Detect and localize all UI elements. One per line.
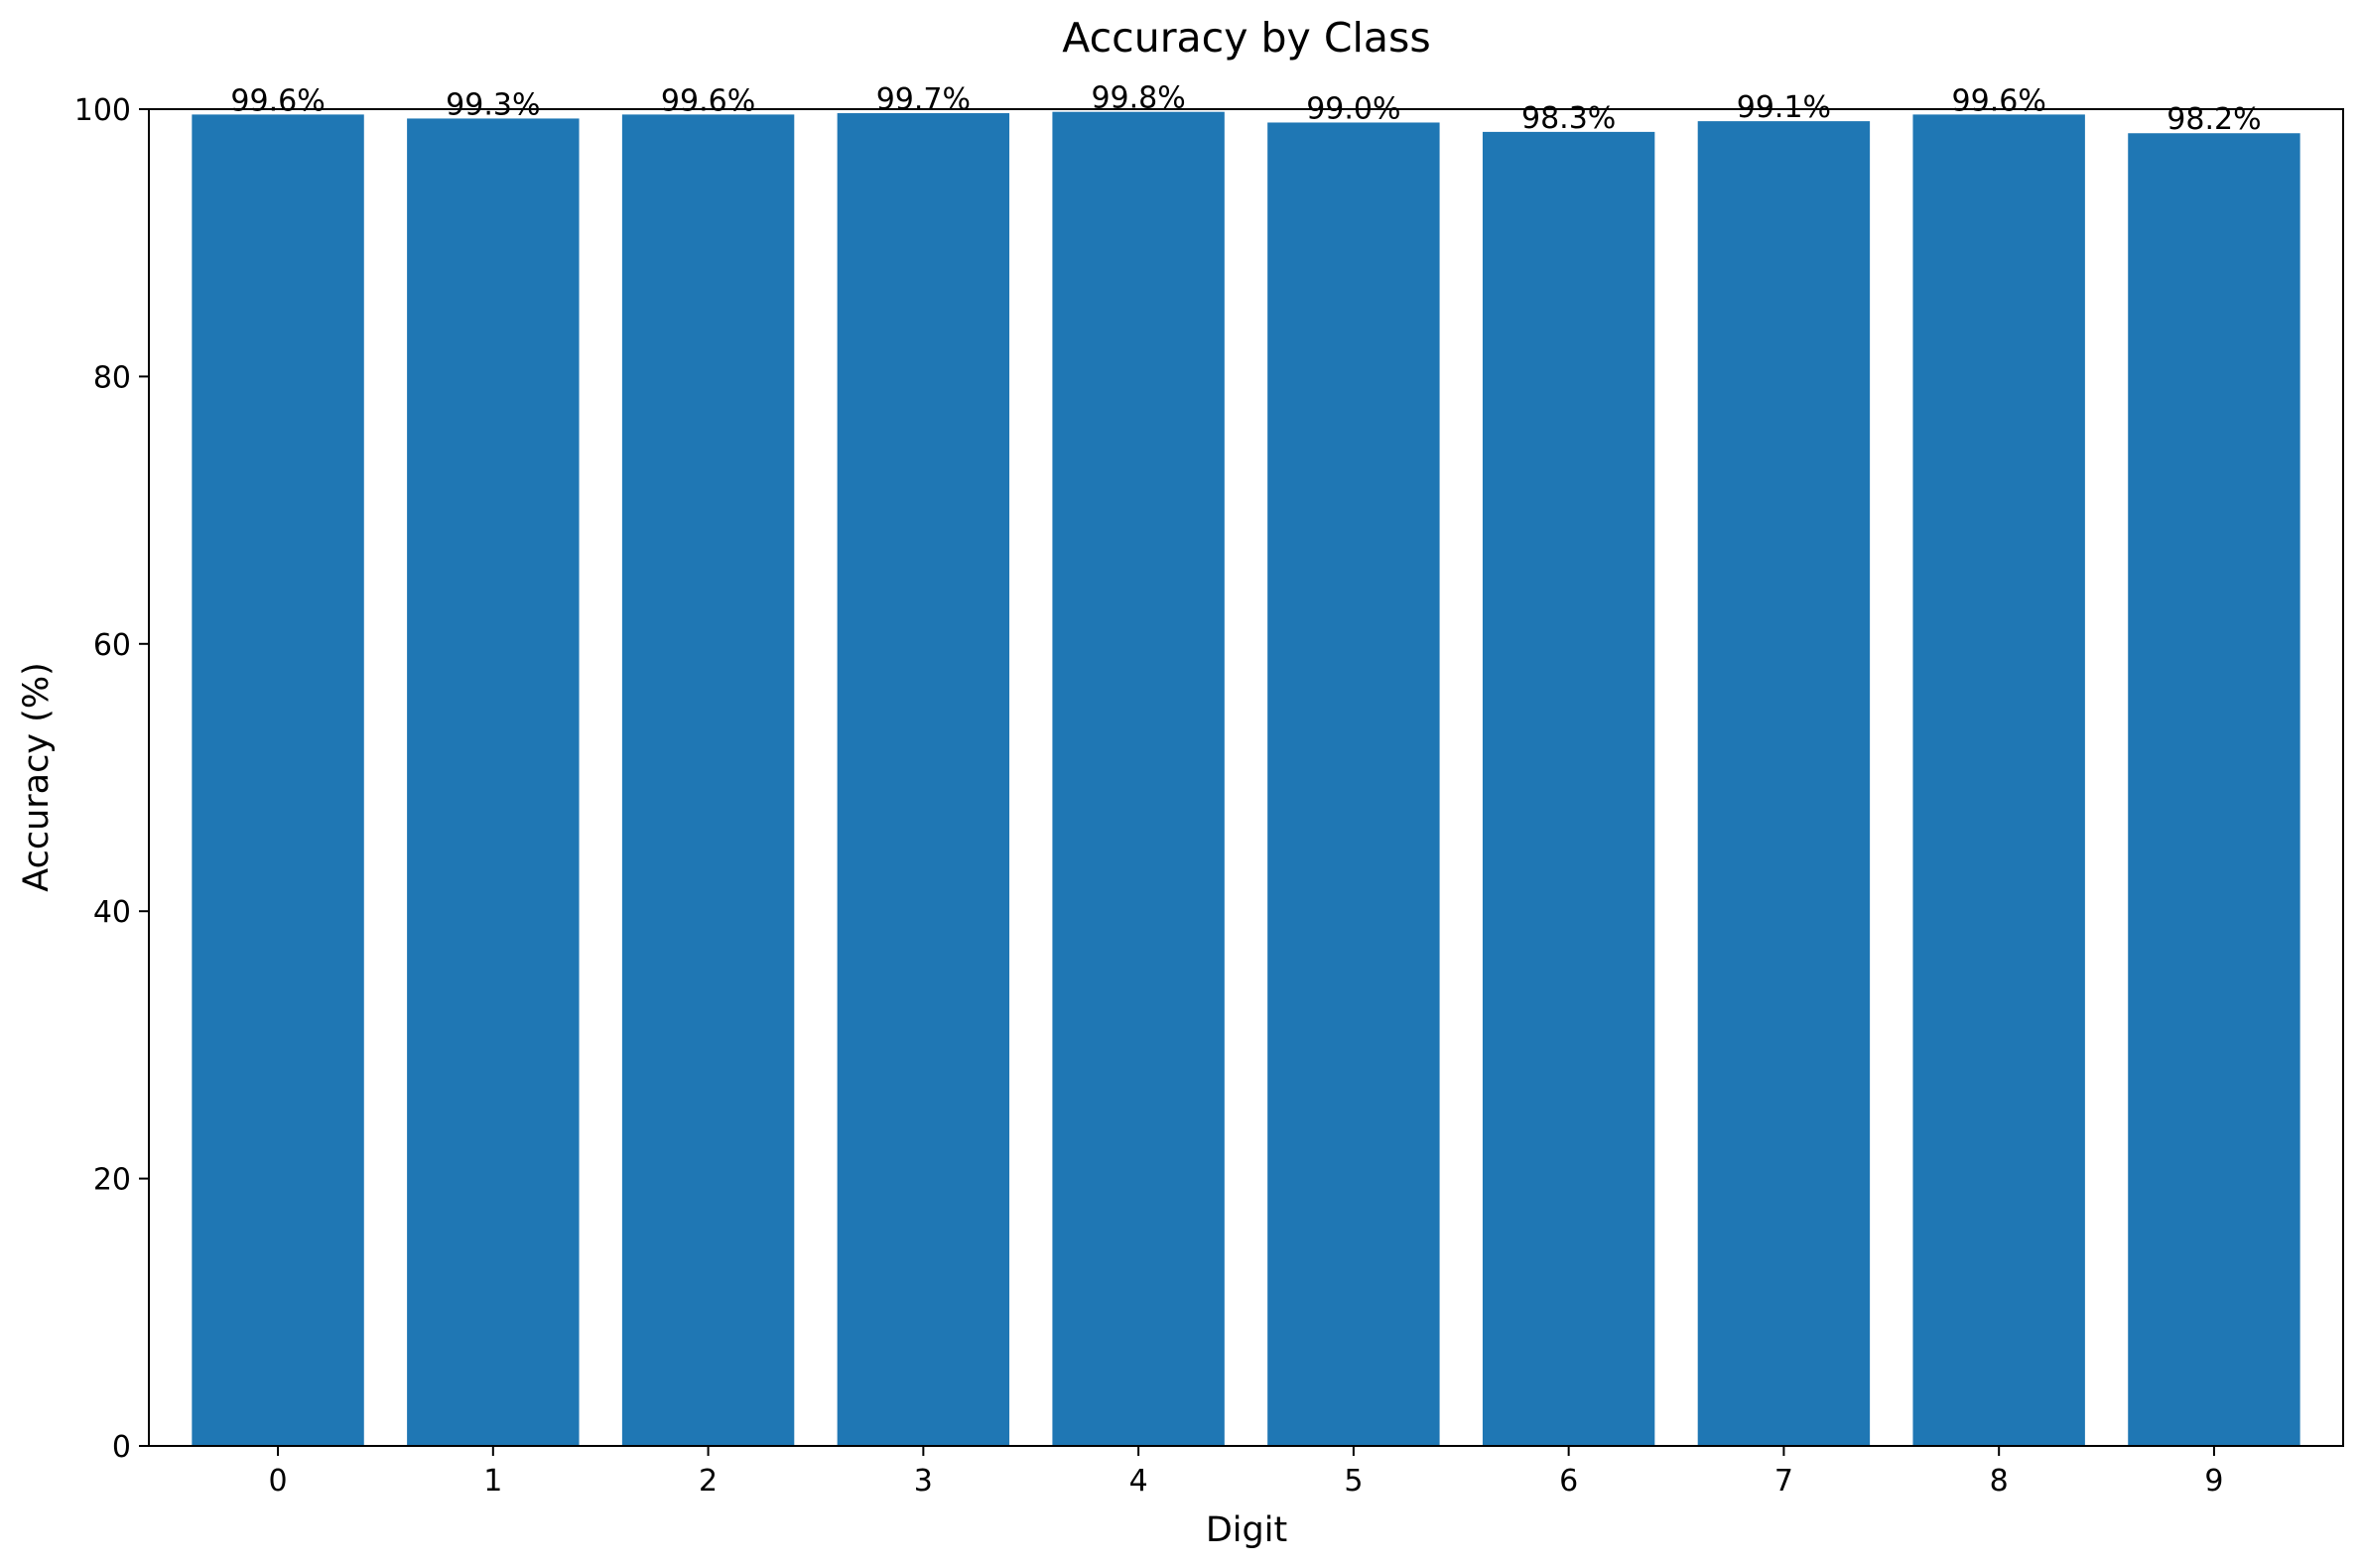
- x-axis: 0 1 2 3 4 5 6 7 8 9: [269, 1446, 2223, 1499]
- y-axis-title: Accuracy (%): [17, 662, 57, 891]
- y-axis: 0 20 40 60 80 100: [74, 93, 149, 1465]
- bar-0: [192, 114, 364, 1447]
- x-tick-label: 8: [1990, 1464, 2009, 1499]
- y-tick-label: 0: [112, 1430, 131, 1465]
- bar-value-label: 99.3%: [446, 87, 540, 122]
- bar-value-label: 99.6%: [230, 83, 325, 118]
- y-tick-label: 80: [93, 360, 131, 395]
- y-tick-label: 20: [93, 1163, 131, 1198]
- x-axis-title: Digit: [1206, 1510, 1287, 1550]
- bar-2: [621, 114, 795, 1447]
- x-tick-label: 9: [2204, 1464, 2223, 1499]
- bar-4: [1052, 111, 1225, 1447]
- y-tick-label: 40: [93, 895, 131, 930]
- x-tick-label: 5: [1344, 1464, 1363, 1499]
- x-tick-label: 6: [1559, 1464, 1578, 1499]
- plot-frame: [148, 108, 2344, 1447]
- y-tick-label: 60: [93, 628, 131, 663]
- bar-value-label: 99.7%: [876, 82, 971, 117]
- chart-title: Accuracy by Class: [1062, 14, 1430, 62]
- bar-7: [1697, 121, 1871, 1446]
- bar-value-label: 99.1%: [1737, 90, 1831, 125]
- bar-value-label: 99.8%: [1091, 81, 1185, 116]
- bar-5: [1267, 122, 1440, 1447]
- y-tick-label: 100: [74, 93, 131, 128]
- x-tick-label: 2: [699, 1464, 718, 1499]
- bars-group: [192, 111, 2300, 1447]
- bar-8: [1912, 114, 2085, 1447]
- x-tick-label: 1: [483, 1464, 502, 1499]
- bar-6: [1482, 131, 1655, 1446]
- x-tick-label: 4: [1129, 1464, 1148, 1499]
- bar-value-label: 98.3%: [1521, 101, 1616, 136]
- bar-value-label: 99.6%: [1952, 83, 2046, 118]
- bar-1: [407, 118, 580, 1447]
- bar-value-label: 98.2%: [2166, 102, 2261, 137]
- x-tick-label: 7: [1774, 1464, 1793, 1499]
- bar-value-label: 99.6%: [661, 83, 755, 118]
- x-tick-label: 0: [269, 1464, 288, 1499]
- bar-3: [837, 113, 1010, 1446]
- bar-9: [2128, 133, 2300, 1447]
- x-tick-label: 3: [914, 1464, 933, 1499]
